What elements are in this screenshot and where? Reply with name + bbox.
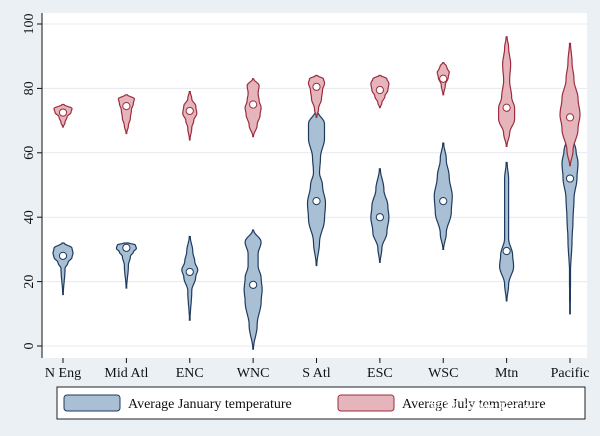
y-axis-ticks: 0 20 40 60 80 100 xyxy=(22,14,42,350)
median-marker xyxy=(565,113,575,122)
x-tick-label: S Atl xyxy=(302,366,331,381)
violin-mid-atl-jul xyxy=(117,94,136,135)
y-tick-label: 40 xyxy=(22,210,37,224)
y-tick-label: 0 xyxy=(22,343,37,350)
y-tick-label: 20 xyxy=(22,275,37,289)
median-marker xyxy=(439,74,448,83)
x-tick-label: Mtn xyxy=(495,366,518,381)
median-marker xyxy=(375,85,384,95)
median-marker xyxy=(312,197,321,206)
median-marker xyxy=(249,100,258,109)
x-axis-labels: N Eng Mid Atl ENC WNC S Atl ESC WSC Mtn Pacific xyxy=(45,358,590,381)
legend-label-january: Average January temperature xyxy=(128,397,292,412)
legend-box xyxy=(56,386,586,420)
violins xyxy=(52,36,581,350)
series-january xyxy=(52,103,579,350)
median-marker xyxy=(185,106,194,116)
median-marker xyxy=(439,197,448,206)
x-tick-label: ENC xyxy=(176,366,204,381)
legend-swatch-july xyxy=(337,394,395,412)
violin-mtn-jan xyxy=(498,161,515,302)
violin-mtn-jul xyxy=(498,36,516,147)
median-marker xyxy=(565,174,575,183)
median-marker xyxy=(185,267,194,277)
median-marker xyxy=(122,102,131,111)
violin-enc-jan xyxy=(181,235,199,321)
y-tick-label: 80 xyxy=(22,81,37,95)
median-marker xyxy=(312,82,321,91)
violin-enc-jul xyxy=(182,91,198,141)
median-marker xyxy=(58,108,68,117)
violin-wnc-jan xyxy=(243,229,263,350)
legend: Average January temperature Average July… xyxy=(56,386,586,420)
x-tick-label: Mid Atl xyxy=(104,366,148,381)
x-tick-label: N Eng xyxy=(45,366,81,381)
y-tick-label: 60 xyxy=(22,146,37,160)
violin-n-eng-jan xyxy=(52,242,74,296)
violin-wsc-jan xyxy=(433,142,453,250)
median-marker xyxy=(122,243,131,252)
x-tick-label: WNC xyxy=(237,366,270,381)
violin-mid-atl-jan xyxy=(115,242,138,289)
watermark: 知乎 @Mr Figurant xyxy=(430,400,557,417)
median-marker xyxy=(58,251,68,260)
median-marker xyxy=(249,280,258,289)
x-tick-label: Pacific xyxy=(551,366,590,381)
legend-swatch-january xyxy=(63,394,121,412)
median-marker xyxy=(502,103,511,112)
violin-pacific-jul xyxy=(559,42,581,167)
median-marker xyxy=(502,246,511,256)
y-tick-label: 100 xyxy=(22,14,37,35)
x-tick-label: WSC xyxy=(428,366,458,381)
median-marker xyxy=(375,213,384,222)
x-tick-label: ESC xyxy=(367,366,393,381)
legend-label-july: Average July temperature xyxy=(402,397,546,412)
series-july xyxy=(53,36,581,167)
